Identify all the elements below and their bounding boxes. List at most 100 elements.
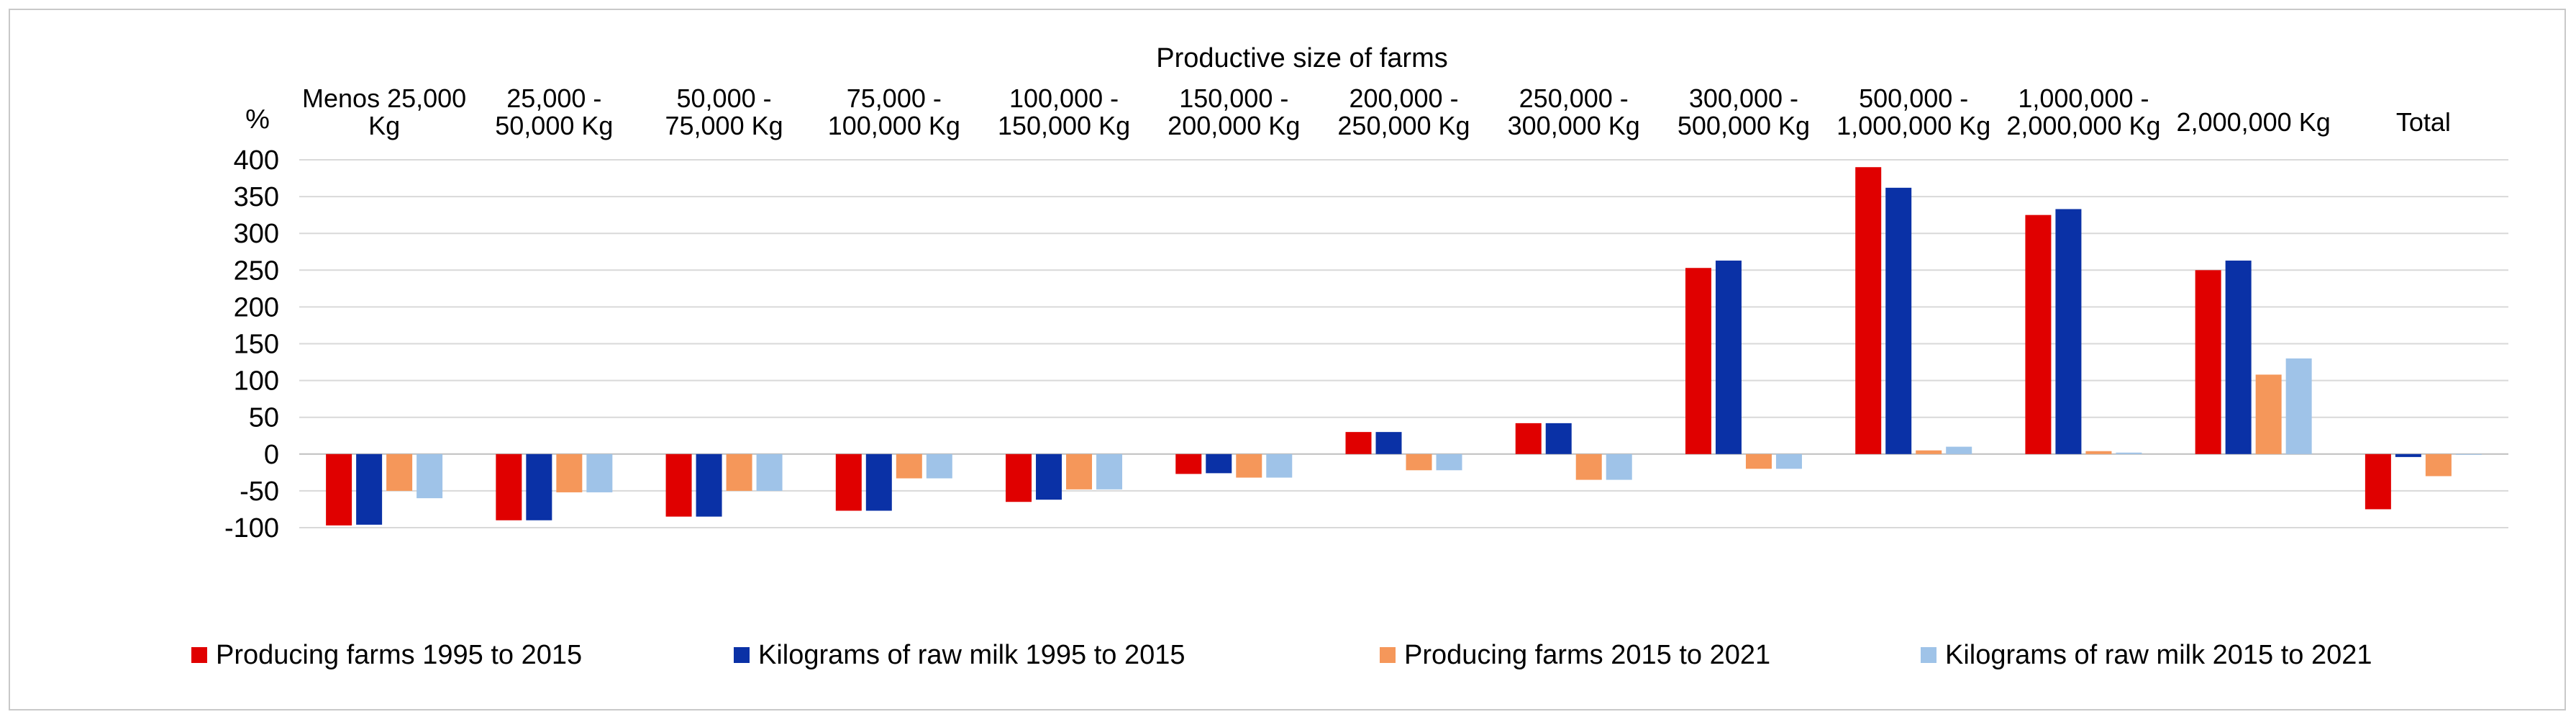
legend: Producing farms 1995 to 2015 Kilograms o… (0, 633, 2576, 677)
bar (1515, 423, 1542, 454)
category-label: 150,000 - (1179, 84, 1288, 113)
bar (496, 453, 522, 520)
bar (726, 453, 752, 491)
chart-title: Productive size of farms (1156, 43, 1447, 73)
bar (2365, 453, 2391, 510)
category-label: 500,000 - (1859, 84, 1968, 113)
bar (556, 453, 583, 492)
category-label: 300,000 - (1689, 84, 1798, 113)
bar (356, 453, 383, 525)
bar (1715, 261, 1742, 454)
y-tick-label: 300 (234, 219, 279, 249)
bar (1006, 453, 1032, 502)
legend-swatch-1 (191, 647, 207, 663)
bar (1036, 453, 1062, 500)
legend-swatch-2 (734, 647, 750, 663)
bar (1885, 187, 1912, 454)
bar (326, 453, 352, 525)
bar (1375, 432, 1402, 454)
legend-item-series-4: Kilograms of raw milk 2015 to 2021 (1921, 633, 2372, 677)
category-label: 300,000 Kg (1508, 111, 1640, 140)
category-label: 25,000 - (506, 84, 601, 113)
legend-swatch-3 (1380, 647, 1396, 663)
gridlines (299, 159, 2508, 528)
bar (1946, 446, 1972, 454)
bar (2025, 215, 2052, 454)
category-label: 200,000 Kg (1168, 111, 1300, 140)
bars (326, 167, 2482, 525)
bar (896, 453, 922, 479)
y-tick-label: 50 (249, 403, 279, 433)
y-tick-label: -50 (240, 477, 279, 507)
bar (526, 453, 552, 520)
bar (1545, 423, 1572, 454)
y-tick-label: 100 (234, 366, 279, 397)
bar (1175, 453, 1202, 474)
chart-frame (9, 9, 2566, 710)
bar (926, 453, 952, 479)
bar (1206, 453, 1232, 474)
y-tick-label: 350 (234, 182, 279, 212)
legend-item-series-2: Kilograms of raw milk 1995 to 2015 (734, 633, 1185, 677)
y-tick-labels: 400 350 300 250 200 150 100 50 0 -50 -100 (224, 145, 279, 543)
legend-item-series-3: Producing farms 2015 to 2021 (1380, 633, 1770, 677)
category-label: 100,000 - (1009, 84, 1119, 113)
category-label: 500,000 Kg (1678, 111, 1810, 140)
bar (2255, 374, 2282, 454)
bar (865, 453, 892, 511)
legend-label-1: Producing farms 1995 to 2015 (216, 639, 583, 670)
category-label: 250,000 - (1519, 84, 1629, 113)
bar (1916, 450, 1942, 454)
bar (1066, 453, 1093, 489)
bar (417, 453, 443, 499)
bar (2455, 453, 2482, 455)
bar (2195, 270, 2221, 454)
bar (386, 453, 413, 491)
y-tick-label: 150 (234, 330, 279, 360)
bar (1096, 453, 1123, 489)
bar (2225, 261, 2252, 454)
category-label: 50,000 Kg (495, 111, 613, 140)
legend-item-series-1: Producing farms 1995 to 2015 (191, 633, 582, 677)
category-label: Menos 25,000 (302, 84, 466, 113)
category-label: 100,000 Kg (828, 111, 960, 140)
bar (2085, 451, 2112, 454)
bar (1685, 268, 1711, 454)
category-label: 75,000 - (847, 84, 942, 113)
y-axis-label: % (245, 104, 270, 135)
category-label: Kg (368, 111, 400, 140)
bar (1606, 453, 1632, 480)
category-label: 2,000,000 Kg (2177, 107, 2331, 137)
bar (665, 453, 692, 517)
bar (1436, 453, 1462, 471)
y-tick-label: 0 (264, 440, 279, 470)
y-tick-label: -100 (224, 513, 279, 543)
category-label: 1,000,000 - (2018, 84, 2149, 113)
bar (2285, 358, 2312, 454)
category-label: 50,000 - (677, 84, 772, 113)
category-label: 150,000 Kg (998, 111, 1130, 140)
bar (586, 453, 613, 492)
category-label: 200,000 - (1349, 84, 1458, 113)
legend-label-3: Producing farms 2015 to 2021 (1404, 639, 1771, 670)
bar (2395, 453, 2421, 457)
bar (1855, 167, 1882, 454)
bar (696, 453, 722, 517)
category-label: 250,000 Kg (1337, 111, 1470, 140)
legend-swatch-4 (1921, 647, 1936, 663)
y-tick-label: 400 (234, 145, 279, 176)
bar (1266, 453, 1293, 478)
bar (1345, 432, 1372, 454)
category-label: Total (2396, 107, 2451, 137)
bar (1745, 453, 1772, 469)
bar (1406, 453, 1432, 471)
bar (1775, 453, 1802, 469)
bar (756, 453, 783, 491)
y-tick-label: 200 (234, 292, 279, 322)
legend-label-2: Kilograms of raw milk 1995 to 2015 (758, 639, 1185, 670)
category-label: 1,000,000 Kg (1837, 111, 1990, 140)
category-label: 2,000,000 Kg (2006, 111, 2160, 140)
bar (835, 453, 862, 511)
